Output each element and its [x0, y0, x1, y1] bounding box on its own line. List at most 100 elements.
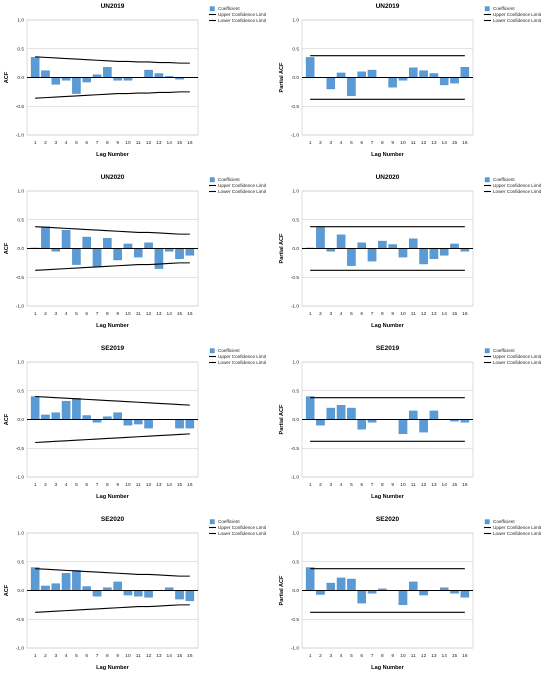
- x-tick-label: 12: [146, 140, 152, 146]
- coefficient-bar: [388, 77, 397, 88]
- x-tick-label: 8: [106, 482, 109, 488]
- chart-panel-5: SE2019 1.0 0.5 0.0 -0.5 -1.0 1 2 3 4 5 6 7 8 9 10 11 12 13…: [0, 342, 275, 513]
- upper-confidence-line: [35, 56, 190, 64]
- x-axis-title: Lag Number: [96, 152, 129, 158]
- legend-swatch-coefficient: [209, 519, 215, 525]
- coefficient-bar: [460, 590, 470, 598]
- y-tick-label: 1.0: [17, 360, 24, 366]
- legend-label-lower: Lower Confidence Limit: [493, 18, 542, 23]
- legend-label-upper: Upper Confidence Limit: [493, 525, 542, 530]
- y-tick-label: 1.0: [17, 18, 24, 24]
- coefficient-bar: [429, 410, 439, 420]
- x-tick-label: 16: [187, 482, 193, 488]
- y-tick-label: -1.0: [16, 304, 25, 310]
- x-tick-label: 1: [34, 140, 37, 146]
- x-tick-label: 3: [329, 140, 332, 146]
- x-tick-label: 2: [44, 482, 47, 488]
- x-tick-label: 16: [462, 311, 468, 317]
- x-tick-label: 14: [167, 140, 173, 146]
- coefficient-bar: [419, 248, 428, 265]
- y-tick-label: 0.0: [17, 246, 24, 252]
- coefficient-bar: [347, 77, 356, 97]
- legend-label-upper: Upper Confidence Limit: [218, 525, 267, 530]
- x-tick-label: 7: [96, 482, 99, 488]
- x-tick-label: 14: [442, 311, 448, 317]
- y-tick-label: 0.5: [292, 46, 299, 52]
- x-tick-label: 10: [400, 482, 406, 488]
- legend-swatch-coefficient: [484, 519, 490, 525]
- x-tick-label: 9: [391, 311, 394, 317]
- x-tick-label: 9: [391, 482, 394, 488]
- upper-confidence-line: [35, 568, 190, 577]
- x-tick-label: 7: [371, 140, 374, 146]
- x-tick-label: 9: [116, 482, 119, 488]
- coefficient-bar: [450, 243, 459, 249]
- coefficient-bar: [175, 590, 184, 600]
- coefficient-bar: [82, 586, 91, 591]
- y-axis-title: ACF: [4, 413, 10, 425]
- coefficient-bar: [185, 248, 195, 256]
- x-tick-label: 8: [106, 653, 109, 659]
- coefficient-bar: [305, 567, 315, 591]
- x-axis-title: Lag Number: [371, 152, 404, 158]
- y-axis-title: Partial ACF: [279, 404, 285, 435]
- x-tick-label: 9: [391, 653, 394, 659]
- x-tick-label: 3: [54, 140, 57, 146]
- x-tick-label: 6: [85, 140, 88, 146]
- x-tick-label: 5: [75, 311, 78, 317]
- y-tick-label: -0.5: [291, 617, 300, 623]
- coefficient-bar: [316, 226, 325, 249]
- x-tick-label: 4: [340, 482, 343, 488]
- x-tick-label: 15: [452, 311, 458, 317]
- x-tick-label: 13: [431, 653, 437, 659]
- x-tick-label: 4: [340, 653, 343, 659]
- x-tick-label: 7: [96, 653, 99, 659]
- legend-label-upper: Upper Confidence Limit: [218, 183, 267, 188]
- y-tick-label: 0.0: [17, 588, 24, 594]
- legend-label-coefficient: Coefficient: [218, 348, 240, 353]
- x-tick-label: 13: [431, 311, 437, 317]
- x-tick-label: 13: [431, 140, 437, 146]
- x-tick-label: 16: [462, 482, 468, 488]
- chart-title: UN2020: [376, 174, 400, 181]
- y-tick-label: 1.0: [292, 531, 299, 537]
- coefficient-bar: [61, 229, 71, 249]
- y-tick-label: 0.5: [17, 217, 24, 223]
- x-tick-label: 12: [421, 311, 427, 317]
- chart-panel-2: UN2019 1.0 0.5 0.0 -0.5 -1.0 1 2 3 4 5 6 7 8 9 10 11 12 13…: [275, 0, 550, 171]
- coefficient-bar: [409, 581, 418, 591]
- chart-panel-4: UN2020 1.0 0.5 0.0 -0.5 -1.0 1 2 3 4 5 6 7 8 9 10 11 12 13…: [275, 171, 550, 342]
- legend-swatch-coefficient: [209, 177, 215, 183]
- x-tick-label: 3: [54, 482, 57, 488]
- x-tick-label: 5: [350, 311, 353, 317]
- coefficient-bar: [82, 236, 91, 249]
- y-tick-label: -1.0: [291, 646, 300, 652]
- x-tick-label: 6: [360, 140, 363, 146]
- coefficient-bar: [409, 410, 418, 420]
- coefficient-bar: [409, 238, 418, 249]
- coefficient-bar: [305, 57, 315, 78]
- x-tick-label: 14: [442, 140, 448, 146]
- x-tick-label: 8: [381, 653, 384, 659]
- legend-label-lower: Lower Confidence Limit: [218, 360, 267, 365]
- chart-panel-6: SE2019 1.0 0.5 0.0 -0.5 -1.0 1 2 3 4 5 6 7 8 9 10 11 12 13…: [275, 342, 550, 513]
- x-tick-label: 11: [411, 653, 416, 659]
- chart-title: SE2020: [376, 516, 400, 523]
- y-tick-label: 1.0: [17, 189, 24, 195]
- coefficient-bar: [336, 72, 346, 78]
- x-tick-label: 6: [85, 311, 88, 317]
- x-tick-label: 1: [309, 140, 312, 146]
- coefficient-bar: [61, 573, 71, 591]
- chart-title: SE2019: [376, 345, 400, 352]
- coefficient-bar: [123, 243, 133, 249]
- coefficient-bar: [175, 419, 184, 429]
- coefficient-bar: [113, 248, 122, 261]
- coefficient-bar: [92, 590, 102, 597]
- x-tick-label: 5: [350, 653, 353, 659]
- coefficient-bar: [419, 419, 428, 433]
- y-tick-label: 0.5: [17, 559, 24, 565]
